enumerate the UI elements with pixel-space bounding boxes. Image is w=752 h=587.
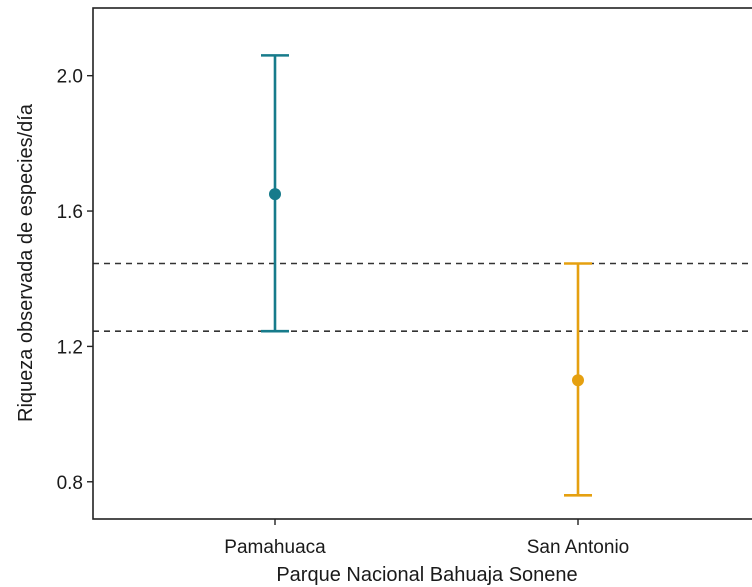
y-axis-title: Riqueza observada de especies/día — [15, 103, 37, 422]
y-tick-label: 2.0 — [57, 67, 83, 88]
x-tick-label: San Antonio — [527, 537, 629, 558]
y-axis: 0.8 1.2 1.6 2.0 — [57, 67, 93, 494]
y-tick-label: 1.2 — [57, 337, 83, 358]
error-bar-pamahuaca — [261, 54, 289, 333]
x-axis-title: Parque Nacional Bahuaja Sonene — [276, 564, 577, 586]
error-bar-san-antonio — [564, 262, 592, 497]
plot-frame — [92, 7, 752, 520]
mean-point — [572, 374, 584, 387]
y-tick-label: 0.8 — [57, 473, 83, 494]
x-tick-label: Pamahuaca — [224, 537, 326, 558]
y-tick-label: 1.6 — [57, 202, 83, 223]
x-axis: Pamahuaca San Antonio — [224, 519, 629, 558]
mean-point — [269, 188, 281, 201]
error-bars — [261, 54, 592, 497]
